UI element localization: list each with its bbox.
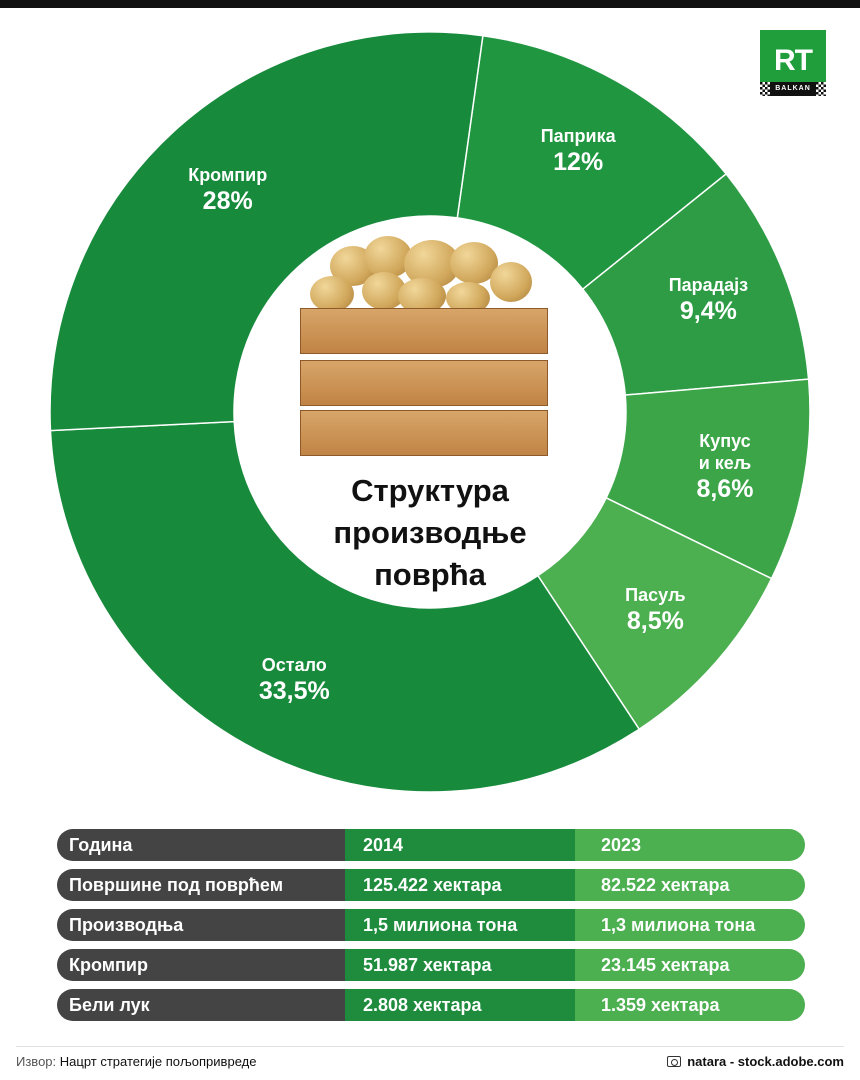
slice-percent: 8,6% xyxy=(696,474,754,503)
cell-2023: 23.145 хектара xyxy=(575,949,805,981)
slice-percent: 8,5% xyxy=(626,607,684,635)
slice-percent: 12% xyxy=(553,148,604,177)
cell-2014: 2014 xyxy=(345,829,575,861)
logo-subtext: BALKAN xyxy=(760,82,826,96)
cell-2023: 1,3 милиона тона xyxy=(575,909,805,941)
cell-2014: 51.987 хектара xyxy=(345,949,575,981)
cell-2014: 125.422 хектара xyxy=(345,869,575,901)
credit-text: natara - stock.adobe.com xyxy=(687,1054,844,1069)
crate-plank xyxy=(300,410,548,456)
potato-crate-image xyxy=(300,236,548,458)
slice-label: Паприка 12% xyxy=(498,125,658,177)
slice-5 xyxy=(49,31,484,432)
table-row: Производња 1,5 милиона тона 1,3 милиона … xyxy=(57,909,805,941)
cell-2023: 1.359 хектара xyxy=(575,989,805,1021)
row-header: Површине под поврћем xyxy=(57,869,345,901)
slice-name: Парадајз xyxy=(668,275,749,296)
row-header: Бели лук xyxy=(57,989,345,1021)
chart-title-line: Структура xyxy=(351,473,509,508)
crate-plank xyxy=(300,308,548,354)
slice-label: Пасуљ 8,5% xyxy=(575,584,735,636)
comparison-table: Година 2014 2023 Површине под поврћем 12… xyxy=(57,829,805,1029)
row-header: Година xyxy=(57,829,345,861)
chart-title: Структура производње поврћа xyxy=(300,470,560,596)
table-row: Бели лук 2.808 хектара 1.359 хектара xyxy=(57,989,805,1021)
slice-name: Кромпир xyxy=(188,165,268,186)
logo-text: RT xyxy=(774,44,813,77)
slice-label: Остало 33,5% xyxy=(214,654,374,706)
source-text: Нацрт стратегије пољопривреде xyxy=(59,1054,257,1069)
table-row: Кромпир 51.987 хектара 23.145 хектара xyxy=(57,949,805,981)
cell-2023: 82.522 хектара xyxy=(575,869,805,901)
slice-percent: 33,5% xyxy=(258,676,330,705)
row-header: Кромпир xyxy=(57,949,345,981)
top-bar xyxy=(0,0,860,8)
slice-label: Парадајз 9,4% xyxy=(628,274,788,326)
chart-title-line: поврћа xyxy=(374,557,486,592)
cell-2023: 2023 xyxy=(575,829,805,861)
footer-divider xyxy=(16,1046,844,1047)
source-note: Извор: Нацрт стратегије пољопривреде xyxy=(16,1054,256,1069)
slice-label: Кромпир 28% xyxy=(148,164,308,216)
slice-name: Купус xyxy=(699,430,751,451)
slice-percent: 28% xyxy=(202,187,253,216)
slice-name: Пасуљ xyxy=(625,585,686,605)
slice-percent: 9,4% xyxy=(679,297,737,326)
photo-credit: natara - stock.adobe.com xyxy=(667,1054,844,1069)
slice-name: Остало xyxy=(261,654,327,675)
cell-2014: 1,5 милиона тона xyxy=(345,909,575,941)
row-header: Производња xyxy=(57,909,345,941)
cell-2014: 2.808 хектара xyxy=(345,989,575,1021)
slice-label: Купус и кељ 8,6% xyxy=(645,430,805,504)
slice-name: Паприка xyxy=(540,126,616,147)
slice-name: и кељ xyxy=(698,452,752,473)
camera-icon xyxy=(667,1056,682,1067)
table-row: Површине под поврћем 125.422 хектара 82.… xyxy=(57,869,805,901)
crate-plank xyxy=(300,360,548,406)
logo-checker-left xyxy=(760,82,770,96)
logo-checker-right xyxy=(816,82,826,96)
chart-title-line: производње xyxy=(333,515,527,550)
rt-balkan-logo: RT BALKAN xyxy=(760,30,826,96)
table-row: Година 2014 2023 xyxy=(57,829,805,861)
source-label: Извор: xyxy=(16,1054,57,1069)
